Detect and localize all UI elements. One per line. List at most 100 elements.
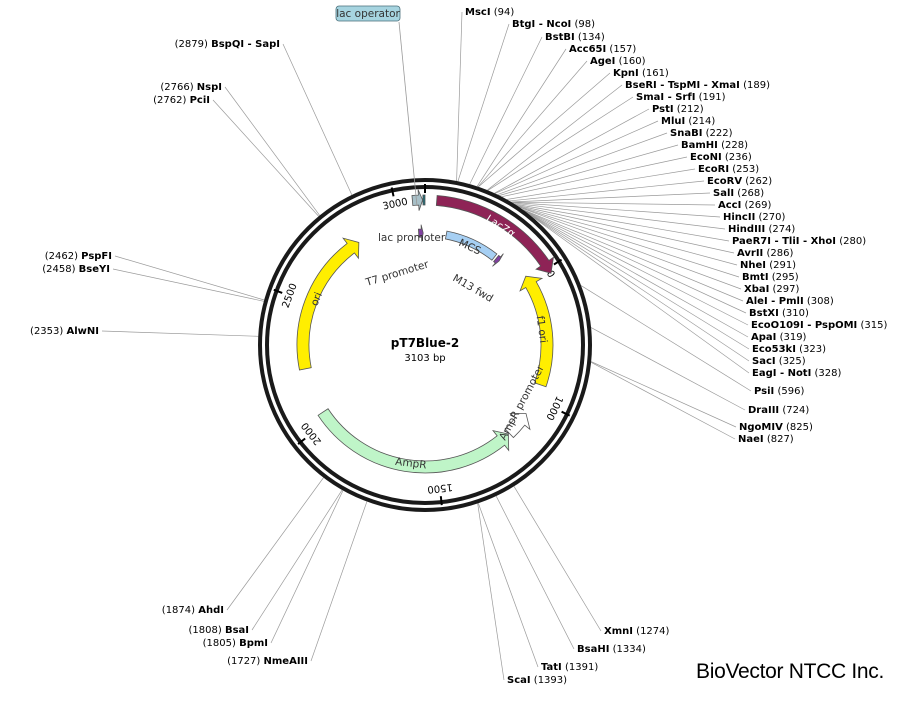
restriction-site: XmnI (1274) bbox=[604, 626, 670, 637]
site-position: (286) bbox=[766, 248, 793, 259]
tick-label: 1500 bbox=[427, 481, 453, 495]
tick-mark bbox=[273, 288, 283, 294]
site-position: (1391) bbox=[565, 662, 598, 673]
feature-mcs bbox=[444, 230, 498, 261]
feature-ampr-promoter bbox=[504, 413, 531, 439]
restriction-site: MscI (94) bbox=[465, 7, 514, 18]
site-leader bbox=[487, 84, 623, 191]
restriction-site: SmaI - SrfI (191) bbox=[636, 92, 726, 103]
site-leader bbox=[499, 144, 679, 196]
restriction-site: MluI (214) bbox=[661, 116, 715, 127]
site-position: (319) bbox=[780, 332, 807, 343]
site-position: (295) bbox=[772, 272, 799, 283]
site-name: Eco53kI bbox=[752, 344, 796, 355]
restriction-site: BamHI (228) bbox=[681, 140, 748, 151]
site-leader bbox=[477, 60, 588, 187]
site-position: (1274) bbox=[636, 626, 669, 637]
feature-label-mcs: MCS bbox=[457, 237, 483, 258]
site-name: NheI bbox=[740, 260, 766, 271]
site-name: ApaI bbox=[751, 332, 776, 343]
restriction-site: AleI - PmlI (308) bbox=[746, 296, 834, 307]
site-name: SmaI - SrfI bbox=[636, 92, 695, 103]
site-position: (2353) bbox=[30, 326, 63, 337]
site-name: ScaI bbox=[507, 675, 531, 686]
site-position: (228) bbox=[721, 140, 748, 151]
site-leader bbox=[212, 99, 319, 217]
site-position: (1874) bbox=[162, 605, 195, 616]
feature-t7-promoter bbox=[418, 224, 424, 242]
plasmid-size: 3103 bp bbox=[404, 353, 445, 364]
restriction-site: BsaHI (1334) bbox=[577, 644, 646, 655]
site-name: AhdI bbox=[198, 605, 224, 616]
tick-mark bbox=[439, 496, 443, 506]
site-leader bbox=[497, 132, 668, 195]
site-leader-lines bbox=[101, 11, 752, 681]
site-leader bbox=[514, 203, 730, 242]
site-name: EcoRI bbox=[698, 164, 729, 175]
site-name: PciI bbox=[190, 95, 210, 106]
site-name: KpnI bbox=[613, 68, 639, 79]
feature-lac-operator bbox=[422, 194, 426, 206]
site-position: (297) bbox=[773, 284, 800, 295]
site-position: (253) bbox=[732, 164, 759, 175]
restriction-site: SnaBI (222) bbox=[670, 128, 733, 139]
restriction-site: (2879) BspQI - SapI bbox=[175, 39, 280, 50]
m13-fwd-label: M13 fwd bbox=[451, 272, 496, 305]
site-name: BamHI bbox=[681, 140, 718, 151]
restriction-site: EcoO109I - PspOMI (315) bbox=[751, 320, 887, 331]
site-leader bbox=[457, 23, 510, 182]
site-leader bbox=[517, 205, 738, 266]
t7-promoter-label: T7 promoter bbox=[363, 258, 430, 289]
site-position: (308) bbox=[807, 296, 834, 307]
feature-lacz- bbox=[435, 195, 554, 274]
feature-label-f1-ori: f1 ori bbox=[534, 315, 550, 344]
site-position: (212) bbox=[677, 104, 704, 115]
site-name: PsiI bbox=[754, 386, 774, 397]
site-name: AvrII bbox=[737, 248, 763, 259]
tick-label: 2500 bbox=[281, 282, 300, 310]
site-name: XbaI bbox=[744, 284, 769, 295]
restriction-site: BmtI (295) bbox=[742, 272, 799, 283]
site-leader bbox=[516, 204, 735, 254]
site-leader bbox=[580, 285, 752, 392]
site-name: MluI bbox=[661, 116, 685, 127]
site-name: EcoRV bbox=[707, 176, 742, 187]
site-leader bbox=[524, 210, 749, 326]
site-position: (191) bbox=[699, 92, 726, 103]
site-name: BmtI bbox=[742, 272, 769, 283]
site-name: DraIII bbox=[748, 405, 779, 416]
restriction-site: Eco53kI (323) bbox=[752, 344, 826, 355]
site-leader bbox=[494, 108, 650, 194]
site-leader bbox=[469, 36, 543, 185]
site-position: (160) bbox=[619, 56, 646, 67]
site-leader bbox=[525, 211, 749, 338]
site-position: (274) bbox=[768, 224, 795, 235]
site-name: MscI bbox=[465, 7, 491, 18]
restriction-site: (2762) PciI bbox=[153, 95, 210, 106]
restriction-site: NaeI (827) bbox=[738, 434, 794, 445]
site-name: NmeAIII bbox=[264, 656, 308, 667]
site-position: (325) bbox=[779, 356, 806, 367]
site-leader bbox=[477, 503, 539, 668]
site-position: (1727) bbox=[227, 656, 260, 667]
site-leader bbox=[527, 213, 750, 374]
site-name: SnaBI bbox=[670, 128, 702, 139]
site-leader bbox=[476, 48, 567, 187]
site-leader bbox=[112, 268, 264, 302]
feature-m13-fwd bbox=[492, 253, 504, 267]
site-name: EcoO109I - PspOMI bbox=[751, 320, 857, 331]
tick-mark bbox=[561, 410, 571, 417]
tick-mark bbox=[297, 437, 306, 445]
site-leader bbox=[590, 327, 746, 411]
restriction-site: BstXI (310) bbox=[749, 308, 809, 319]
site-position: (1334) bbox=[613, 644, 646, 655]
site-name: NaeI bbox=[738, 434, 764, 445]
restriction-site: EcoNI (236) bbox=[690, 152, 752, 163]
site-name: BspQI - SapI bbox=[211, 39, 280, 50]
site-name: EcoNI bbox=[690, 152, 722, 163]
site-leader bbox=[590, 361, 736, 440]
site-position: (310) bbox=[782, 308, 809, 319]
restriction-site: (2353) AlwNI bbox=[30, 326, 99, 337]
